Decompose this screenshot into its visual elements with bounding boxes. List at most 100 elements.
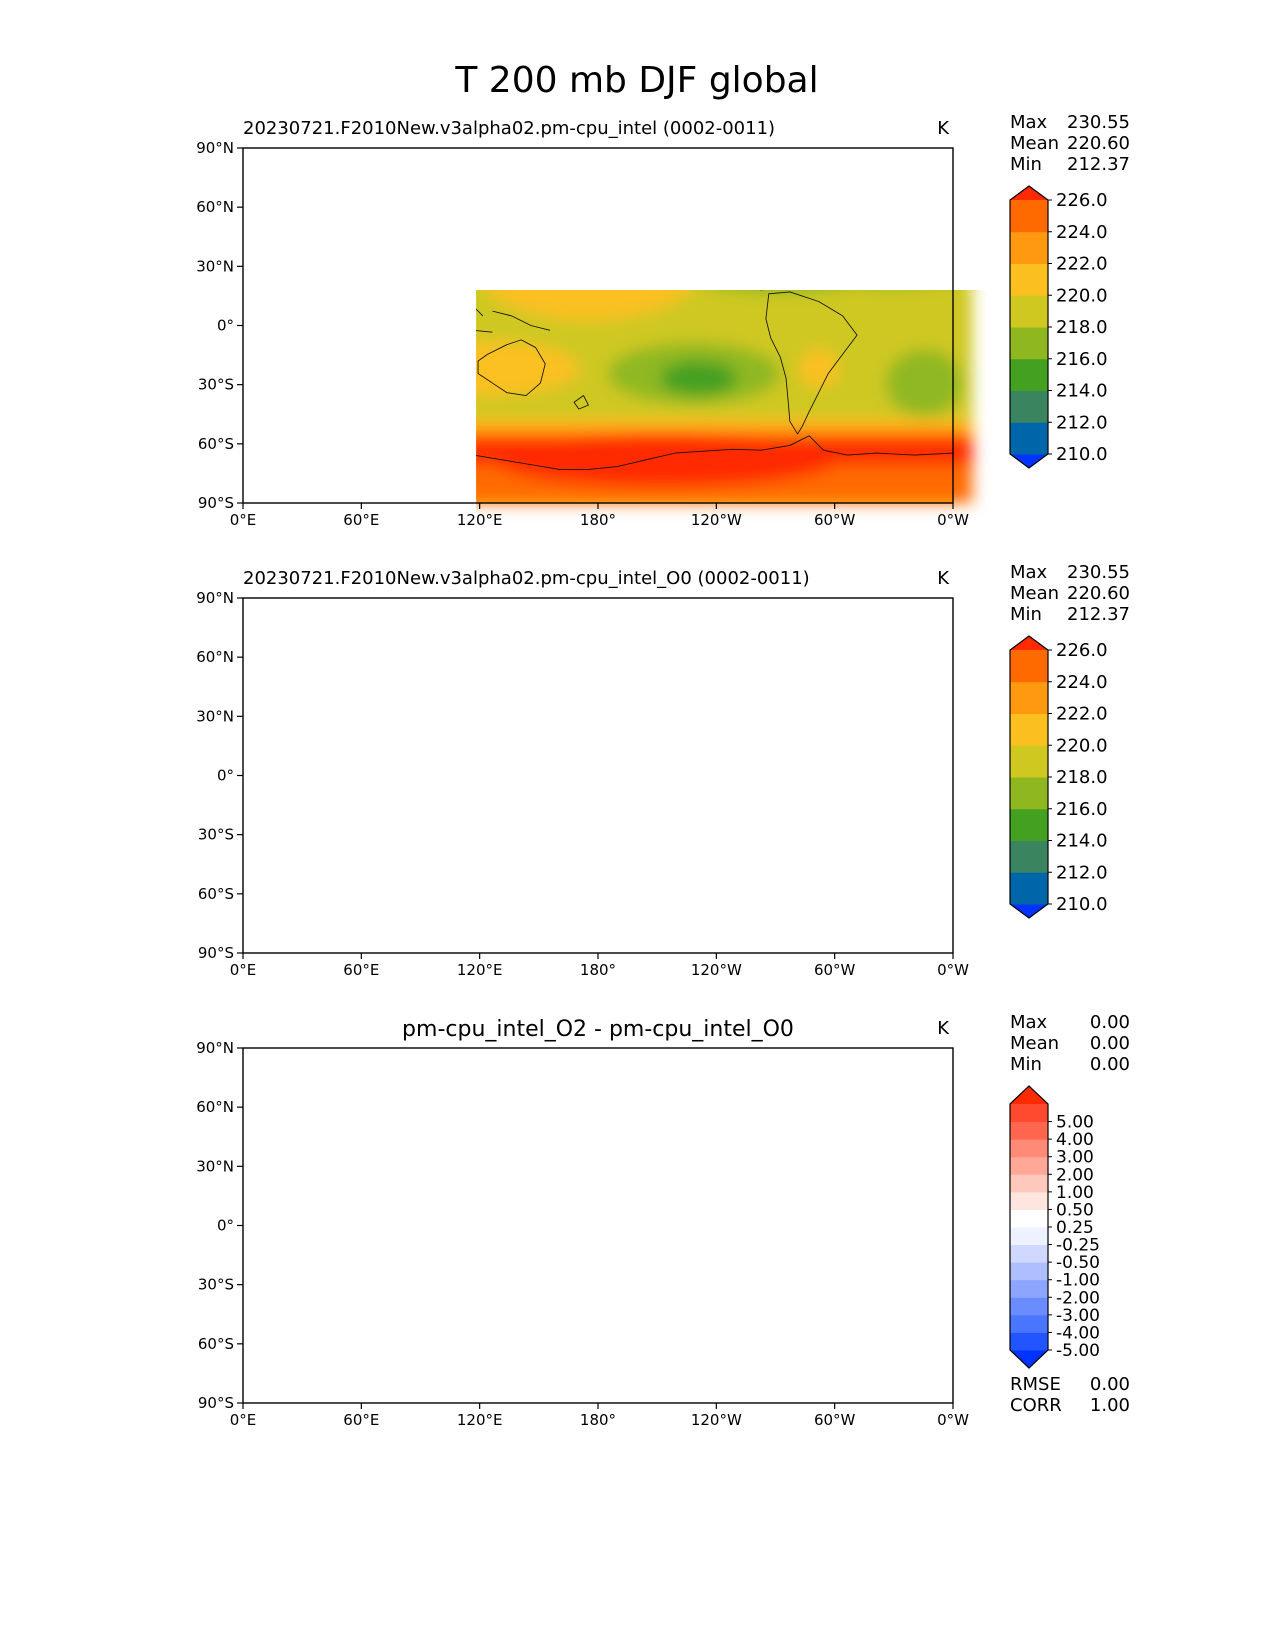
colorbar-segment	[1010, 681, 1048, 714]
colorbar-tick-label: 216.0	[1056, 799, 1108, 820]
stat-value: 230.55	[1067, 562, 1130, 583]
colorbar-tick-label: -5.00	[1056, 1341, 1100, 1361]
x-tick-label: 0°E	[230, 511, 257, 529]
colorbar-tick-label: -2.00	[1056, 1288, 1100, 1308]
panel-3: pm-cpu_intel_O2 - pm-cpu_intel_O0 K 0°E 60°…	[196, 1012, 1130, 1429]
colorbar-segment	[1010, 650, 1048, 683]
colorbar-tick-label: 4.00	[1056, 1130, 1094, 1150]
colorbar-segment	[1010, 358, 1048, 391]
colorbar-segment	[1010, 872, 1048, 905]
stat-value: 220.60	[1067, 583, 1130, 604]
stat-label: Min	[1010, 154, 1042, 175]
colorbar-segment	[1010, 263, 1048, 296]
colorbar-tick-label: 216.0	[1056, 349, 1108, 370]
colorbar: 210.0 212.0 214.0 216.0 218.0 220.0 222.0 224.0…	[1009, 635, 1108, 919]
stat-label: Min	[1010, 604, 1042, 625]
colorbar-tick-label: -4.00	[1056, 1323, 1100, 1343]
x-tick-label: 120°E	[457, 1411, 503, 1429]
x-tick-label: 0°W	[937, 961, 969, 979]
colorbar-segment	[1010, 713, 1048, 746]
map-frame	[242, 597, 954, 954]
colorbar-segment	[1010, 1191, 1048, 1210]
colorbar-tick-label: 1.00	[1056, 1183, 1094, 1203]
colorbar: -5.00-4.00-3.00-2.00-1.00-0.50-0.250.250…	[1009, 1085, 1100, 1369]
y-tick-label: 90°S	[198, 944, 234, 962]
panel-1: 20230721.F2010New.v3alpha02.pm-cpu_intel…	[196, 112, 1130, 529]
colorbar-tick-label: 226.0	[1056, 640, 1108, 661]
panel-title: pm-cpu_intel_O2 - pm-cpu_intel_O0	[402, 1017, 794, 1042]
x-tick-label: 60°W	[814, 1411, 856, 1429]
colorbar-segment	[1010, 808, 1048, 841]
stat-label: Mean	[1010, 583, 1059, 604]
y-tick-label: 60°S	[198, 885, 234, 903]
x-tick-label: 0°W	[937, 1411, 969, 1429]
units-label: K	[937, 1018, 950, 1039]
x-tick-label: 60°W	[814, 511, 856, 529]
metric-label: RMSE	[1010, 1374, 1061, 1395]
x-tick-label: 180°	[580, 1411, 616, 1429]
stat-value: 212.37	[1067, 154, 1130, 175]
field-shading	[224, 588, 982, 953]
stat-label: Min	[1010, 1054, 1042, 1075]
colorbar-tick-label: 214.0	[1056, 831, 1108, 852]
y-tick-label: 60°N	[196, 648, 234, 666]
y-tick-label: 90°N	[196, 139, 234, 157]
map-field	[224, 588, 982, 953]
colorbar-segment	[1010, 1174, 1048, 1193]
colorbar-tick-label: 214.0	[1056, 381, 1108, 402]
colorbar-segment	[1010, 840, 1048, 873]
colorbar-cap-high	[1010, 186, 1048, 200]
colorbar-segment	[1010, 1279, 1048, 1298]
colorbar-cap-high	[1010, 1086, 1048, 1104]
colorbar-segment	[1010, 1244, 1048, 1263]
colorbar-cap-low	[1010, 1350, 1048, 1368]
colorbar-tick-label: 224.0	[1056, 222, 1108, 243]
y-tick-label: 0°	[217, 1217, 234, 1235]
stat-value: 220.60	[1067, 133, 1130, 154]
x-tick-label: 0°W	[937, 511, 969, 529]
colorbar-tick-label: 226.0	[1056, 190, 1108, 211]
y-tick-label: 30°S	[198, 1276, 234, 1294]
colorbar-tick-label: 224.0	[1056, 672, 1108, 693]
x-tick-label: 60°E	[343, 1411, 379, 1429]
colorbar-segment	[1010, 1297, 1048, 1316]
stat-label: Max	[1010, 562, 1048, 583]
colorbar-tick-label: -1.00	[1056, 1271, 1100, 1291]
colorbar-tick-label: 3.00	[1056, 1148, 1094, 1168]
colorbar-segment	[1010, 1139, 1048, 1158]
x-tick-label: 60°E	[343, 511, 379, 529]
colorbar-segment	[1010, 200, 1048, 233]
metric-label: CORR	[1010, 1395, 1062, 1416]
stat-label: Mean	[1010, 133, 1059, 154]
x-tick-label: 180°	[580, 511, 616, 529]
stat-value: 0.00	[1090, 1054, 1130, 1075]
colorbar-segment	[1010, 327, 1048, 360]
colorbar-tick-label: 212.0	[1056, 412, 1108, 433]
field-shading	[224, 138, 982, 503]
colorbar-segment	[1010, 1227, 1048, 1246]
colorbar-tick-label: 222.0	[1056, 704, 1108, 725]
stat-value: 230.55	[1067, 112, 1130, 133]
colorbar-cap-high	[1010, 636, 1048, 650]
field-shading	[243, 1048, 953, 1403]
map-frame	[242, 1047, 954, 1404]
colorbar-tick-label: -0.25	[1056, 1236, 1100, 1256]
map-field	[243, 1048, 953, 1403]
y-tick-label: 30°S	[198, 376, 234, 394]
colorbar-tick-label: 220.0	[1056, 735, 1108, 756]
colorbar-tick-label: 218.0	[1056, 767, 1108, 788]
colorbar-cap-low	[1010, 904, 1048, 918]
panel-title: 20230721.F2010New.v3alpha02.pm-cpu_intel…	[243, 568, 810, 589]
colorbar-tick-label: -0.50	[1056, 1253, 1100, 1273]
y-tick-label: 30°N	[196, 257, 234, 275]
colorbar-segment	[1010, 1209, 1048, 1228]
y-tick-label: 90°S	[198, 1394, 234, 1412]
colorbar-segment	[1010, 1262, 1048, 1281]
y-tick-label: 90°S	[198, 494, 234, 512]
coastlines	[243, 1056, 953, 1370]
stat-label: Max	[1010, 112, 1048, 133]
stat-value: 0.00	[1090, 1012, 1130, 1033]
colorbar-segment	[1010, 1314, 1048, 1333]
units-label: K	[937, 568, 950, 589]
colorbar-segment	[1010, 1332, 1048, 1351]
